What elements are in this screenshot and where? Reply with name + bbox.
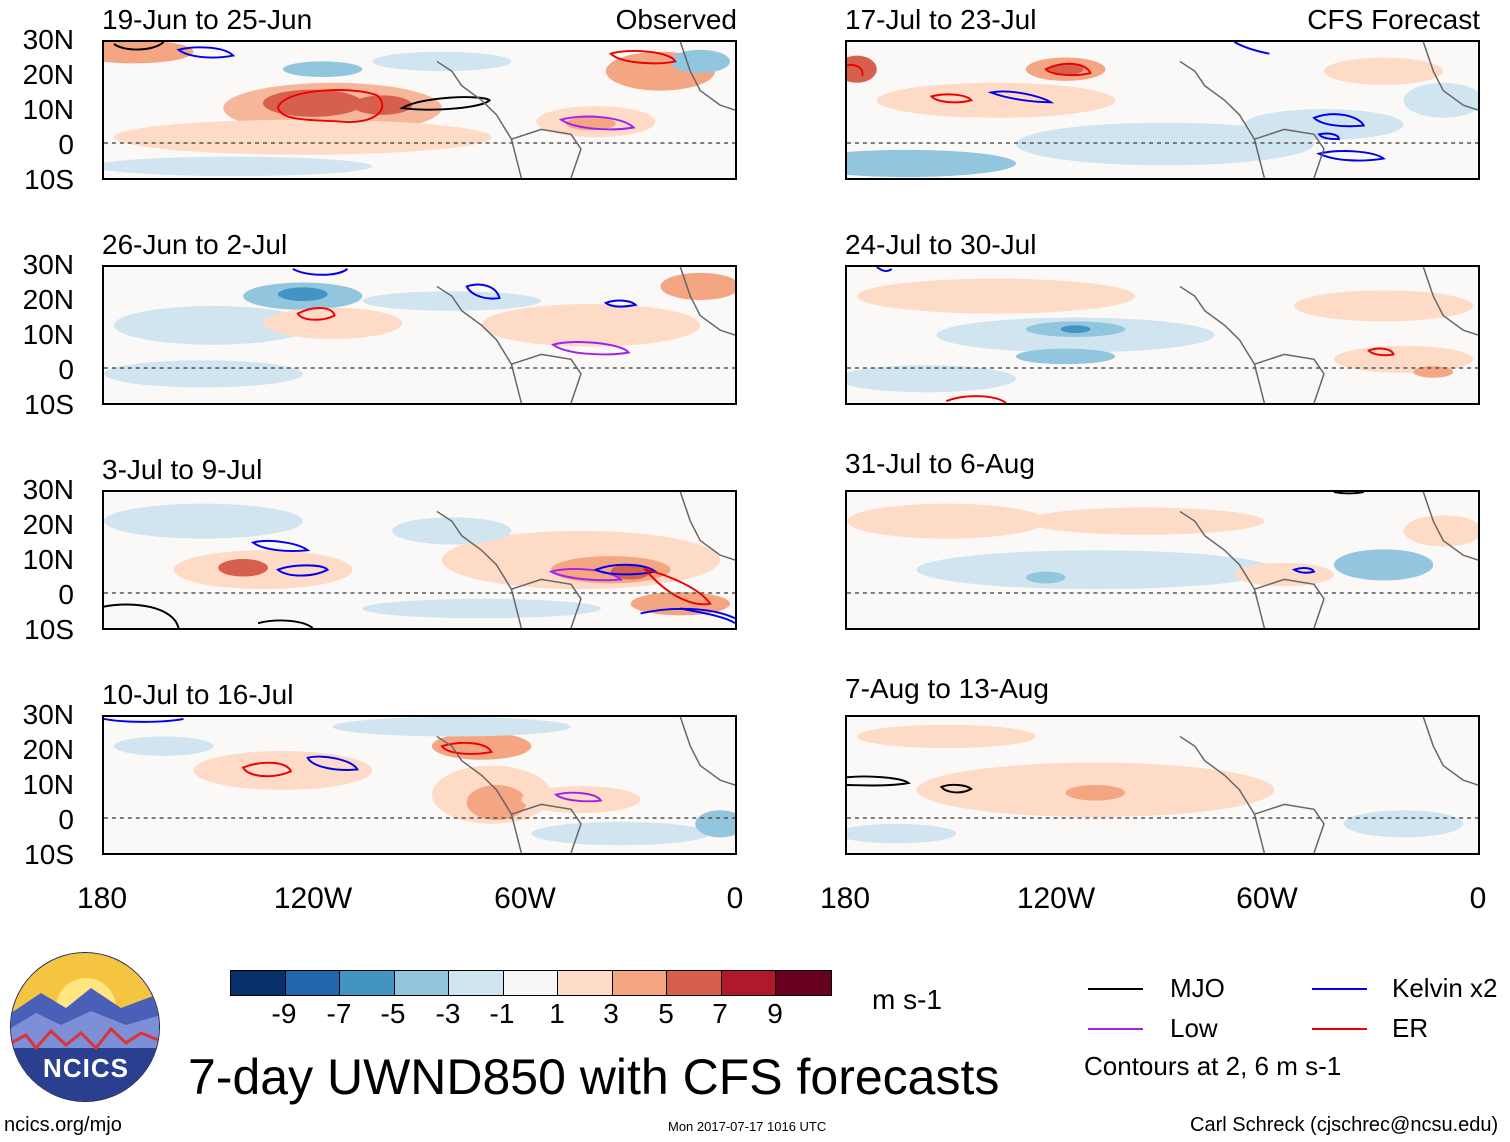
lat-label: 10N [22, 769, 74, 800]
panel-title: 10-Jul to 16-Jul [102, 679, 294, 710]
panel-title: 26-Jun to 2-Jul [102, 229, 288, 260]
lat-label: 10S [24, 164, 74, 195]
lat-label: 30N [22, 24, 74, 55]
field-map [104, 42, 735, 178]
colorbar-swatch [503, 971, 558, 995]
colorbar-swatch [721, 971, 776, 995]
colorbar-swatch [394, 971, 449, 995]
panel-title: 17-Jul to 23-Jul [845, 4, 1037, 35]
lon-label: 180 [76, 882, 128, 915]
lat-label: 30N [22, 699, 74, 730]
colorbar-tick: 7 [712, 998, 728, 1029]
lat-label: 10S [24, 614, 74, 645]
legend-label: MJO [1170, 973, 1225, 1003]
lat-label: 10N [22, 94, 74, 125]
colorbar-tick: 9 [767, 998, 783, 1029]
lat-label: 20N [22, 284, 74, 315]
panel-title: 24-Jul to 30-Jul [845, 229, 1037, 260]
legend-label: Low [1170, 1013, 1218, 1043]
footer-credit: Carl Schreck (cjschrec@ncsu.edu) [1190, 1114, 1499, 1136]
colorbar-swatch [612, 971, 667, 995]
field-map [847, 717, 1478, 853]
lat-label: 0 [58, 129, 74, 160]
colorbar-tick: -7 [326, 998, 352, 1029]
lat-label: 10S [24, 389, 74, 420]
lon-label: 0 [1469, 882, 1487, 915]
figure-title: 7-day UWND850 with CFS forecasts [188, 1049, 1000, 1105]
field-map [847, 267, 1478, 403]
panel-title: 19-Jun to 25-Jun [102, 4, 313, 35]
panel-title: 7-Aug to 13-Aug [845, 673, 1049, 704]
colorbar-tick: 1 [549, 998, 565, 1029]
colorbar-tick: -1 [489, 998, 515, 1029]
field-map [104, 492, 735, 628]
field-map [104, 717, 735, 853]
panel-title: 3-Jul to 9-Jul [102, 454, 263, 485]
colorbar-unit: m s-1 [872, 984, 942, 1015]
legend-swatch-er [1312, 1028, 1367, 1030]
lon-label: 60W [1236, 882, 1298, 915]
colorbar-tick: 5 [658, 998, 674, 1029]
ncics-logo: NCICS [10, 952, 160, 1102]
map-panel-1 [102, 40, 737, 180]
field-map [847, 492, 1478, 628]
map-panel-8 [845, 715, 1480, 855]
colorbar-tick: -9 [271, 998, 297, 1029]
panel-label-observed: Observed [615, 4, 737, 35]
lon-label: 120W [1016, 882, 1096, 915]
panel-title: 31-Jul to 6-Aug [845, 448, 1035, 479]
colorbar-swatch [449, 971, 504, 995]
colorbar-swatch [231, 971, 286, 995]
lon-label: 0 [726, 882, 744, 915]
lat-label: 30N [22, 249, 74, 280]
colorbar-swatch [558, 971, 613, 995]
lon-label: 120W [273, 882, 353, 915]
lat-label: 10N [22, 544, 74, 575]
legend-swatch-low [1088, 1028, 1143, 1030]
colorbar-tick: -5 [380, 998, 406, 1029]
lat-label: 0 [58, 804, 74, 835]
legend-swatch-mjo [1088, 988, 1143, 990]
map-panel-6 [845, 490, 1480, 630]
colorbar-tick: -3 [435, 998, 461, 1029]
colorbar-swatch [285, 971, 340, 995]
lat-label: 10N [22, 319, 74, 350]
map-panel-7 [102, 715, 737, 855]
logo-text: NCICS [43, 1053, 129, 1083]
colorbar-swatch [667, 971, 722, 995]
lat-label: 20N [22, 59, 74, 90]
field-map [847, 42, 1478, 178]
lat-label: 30N [22, 474, 74, 505]
colorbar-swatch [776, 971, 831, 995]
legend-label: Kelvin x2 [1392, 973, 1498, 1003]
lon-label: 60W [494, 882, 556, 915]
panel-label-cfs: CFS Forecast [1307, 4, 1480, 35]
colorbar-swatch [340, 971, 395, 995]
colorbar [230, 970, 832, 996]
footer-url[interactable]: ncics.org/mjo [4, 1114, 122, 1136]
map-panel-3 [102, 265, 737, 405]
legend-label: ER [1392, 1013, 1429, 1043]
map-panel-2 [845, 40, 1480, 180]
map-panel-5 [102, 490, 737, 630]
lat-label: 0 [58, 354, 74, 385]
field-map [104, 267, 735, 403]
footer-timestamp: Mon 2017-07-17 1016 UTC [668, 1119, 827, 1134]
lat-label: 20N [22, 734, 74, 765]
contour-note: Contours at 2, 6 m s-1 [1084, 1051, 1342, 1081]
lat-label: 10S [24, 839, 74, 870]
lon-label: 180 [819, 882, 871, 915]
lat-label: 0 [58, 579, 74, 610]
legend-swatch-kelvin [1312, 988, 1367, 990]
lat-label: 20N [22, 509, 74, 540]
colorbar-tick: 3 [603, 998, 619, 1029]
map-panel-4 [845, 265, 1480, 405]
